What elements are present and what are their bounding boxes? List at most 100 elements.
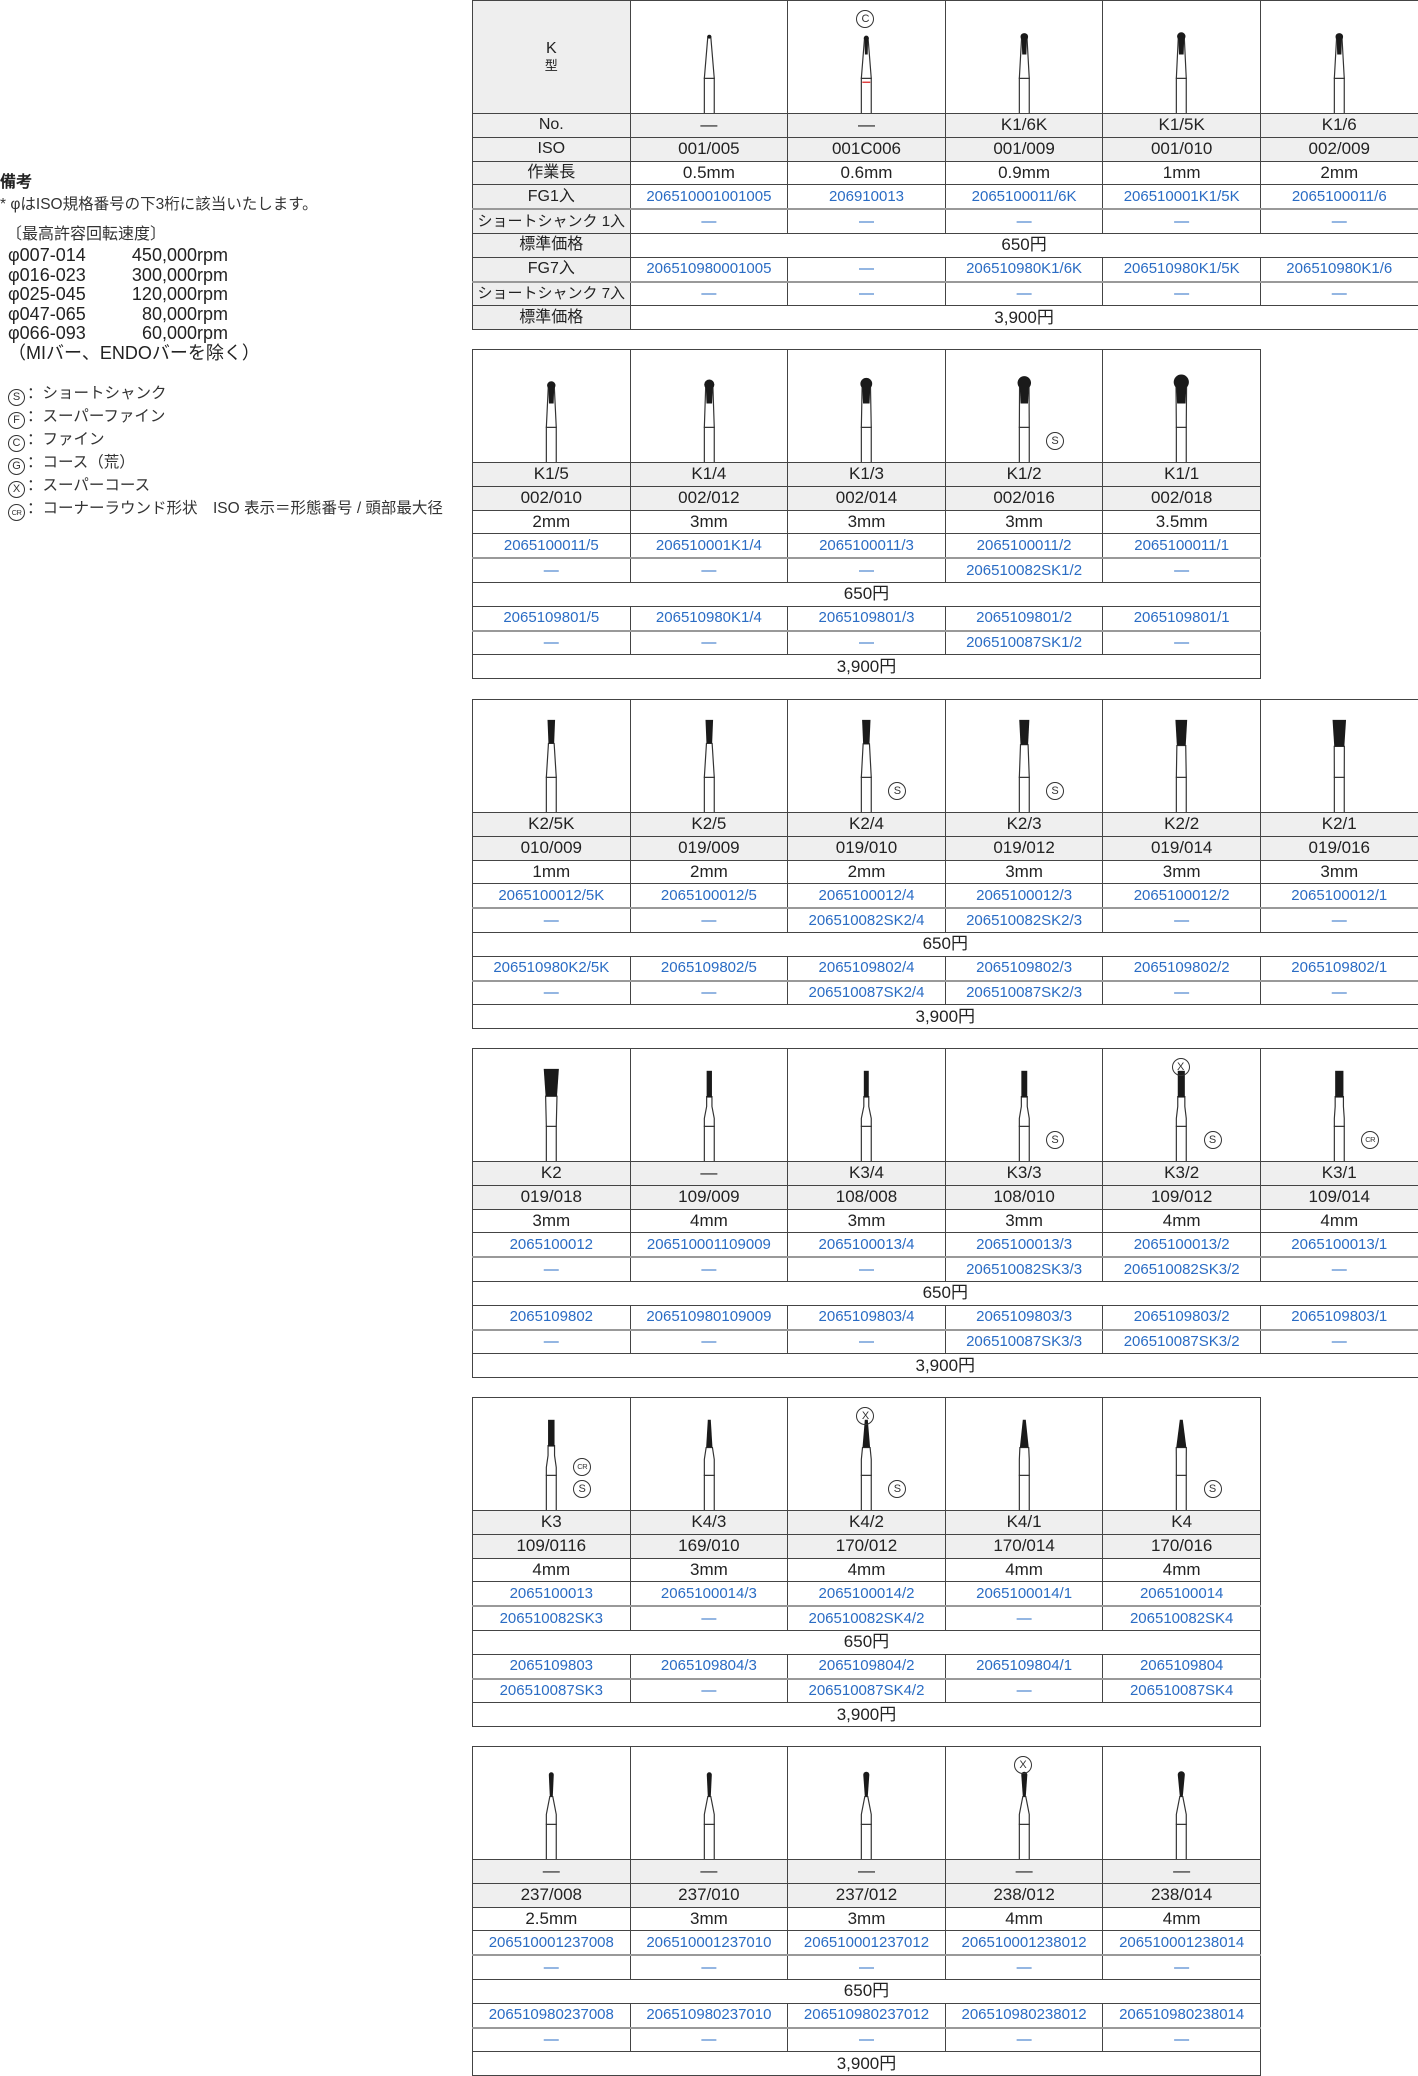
standard-price: 3,900円 <box>473 1005 1418 1029</box>
mark-s-icon: S <box>888 782 906 800</box>
top-marks: X <box>1014 1750 1034 1774</box>
cell-no: K3/3 <box>945 1162 1103 1186</box>
cell-iso: 019/018 <box>473 1185 631 1209</box>
bur-image-cell <box>630 350 788 463</box>
legend-item: X：スーパーコース <box>8 475 465 498</box>
mark-g-icon: G <box>8 458 25 475</box>
bur-illustration <box>473 1747 630 1859</box>
side-marks: S <box>888 782 908 800</box>
cell-no: K2/5K <box>473 813 631 837</box>
bur-shank <box>1334 78 1344 113</box>
cell-no: K3/2 <box>1103 1162 1261 1186</box>
cell-short7: 206510087SK4/2 <box>788 1679 946 1703</box>
row-price1: 650円 <box>473 1281 1418 1305</box>
row-no: ————— <box>473 1860 1261 1884</box>
cell-iso: 019/016 <box>1260 836 1418 860</box>
speed-rpm: 300,000rpm <box>98 266 228 286</box>
row-label: ショートシャンク 1入 <box>473 209 631 233</box>
bur-shank <box>546 1126 556 1161</box>
bur-shank <box>862 777 872 812</box>
bur-shank <box>546 427 556 462</box>
row-price7: 3,900円 <box>473 655 1261 679</box>
mark-cr-icon: CR <box>1361 1131 1379 1149</box>
iso-note: * φはISO規格番号の下3桁に該当いたします。 <box>0 194 465 216</box>
mark-f-icon: F <box>8 412 25 429</box>
cell-fg7: 2065109802/2 <box>1103 956 1261 980</box>
cell-short1: — <box>630 1955 788 1979</box>
cell-fg1: 2065100012/5 <box>630 884 788 908</box>
cell-fg7: 2065109804 <box>1103 1654 1261 1678</box>
mark-x-icon: X <box>8 481 25 498</box>
bur-neck <box>546 743 556 777</box>
cell-no: K1/6K <box>945 114 1103 138</box>
bur-neck <box>1177 1097 1187 1127</box>
bur-illustration <box>631 1747 788 1859</box>
top-marks: X <box>856 1401 876 1425</box>
bur-illustration <box>1103 1398 1260 1510</box>
cell-fg1: 2065100014/1 <box>945 1582 1103 1606</box>
cell-no: K1/5 <box>473 463 631 487</box>
cell-no: K4/1 <box>945 1511 1103 1535</box>
cell-fg7: 2065109804/3 <box>630 1654 788 1678</box>
cell-fg1: 2065100012/2 <box>1103 884 1261 908</box>
cell-short7: 206510087SK4 <box>1103 1679 1261 1703</box>
side-marks: S <box>888 1480 908 1498</box>
cell-short1: 206510082SK3/2 <box>1103 1257 1261 1281</box>
cell-length: 3mm <box>1103 860 1261 884</box>
cell-length: 3mm <box>788 510 946 534</box>
cell-iso: 109/014 <box>1260 1185 1418 1209</box>
cell-short1: — <box>1103 558 1261 582</box>
bur-shank <box>1177 427 1187 462</box>
cell-no: K2 <box>473 1162 631 1186</box>
speed-rpm: 60,000rpm <box>98 324 228 344</box>
cell-length: 3mm <box>945 510 1103 534</box>
cell-length: 1mm <box>473 860 631 884</box>
cell-iso: 001C006 <box>788 137 946 161</box>
cell-short7: 206510087SK2/4 <box>788 981 946 1005</box>
bur-shank <box>1019 777 1029 812</box>
cell-short1: — <box>945 209 1103 233</box>
bur-image-cell <box>473 1747 631 1860</box>
bur-shank <box>704 1126 714 1161</box>
legend-text: ：ショートシャンク <box>27 385 167 402</box>
cell-iso: 109/009 <box>630 1185 788 1209</box>
cell-fg1: 206510001001005 <box>630 185 788 209</box>
bur-neck <box>704 37 714 79</box>
bur-image-row: S <box>473 350 1261 463</box>
side-marks: S <box>1046 782 1066 800</box>
cell-short7: — <box>788 2028 946 2052</box>
bur-shank <box>862 1126 872 1161</box>
bur-illustration <box>1261 700 1418 812</box>
bur-image-cell <box>1103 350 1261 463</box>
cell-fg7: 206510980K1/4 <box>630 606 788 630</box>
side-marks: S <box>1046 1131 1066 1149</box>
cell-no: K2/2 <box>1103 813 1261 837</box>
bur-neck <box>862 1448 872 1476</box>
cell-short1: — <box>473 1955 631 1979</box>
cell-length: 4mm <box>630 1209 788 1233</box>
cell-no: K1/6 <box>1260 114 1418 138</box>
cell-iso: 019/014 <box>1103 836 1261 860</box>
side-marks: CR <box>1361 1131 1381 1149</box>
row-label: No. <box>473 114 631 138</box>
cell-short7: — <box>1260 981 1418 1005</box>
bur-shank <box>704 1475 714 1510</box>
legend-text: ：コーナーラウンド形状 ISO 表示＝形態番号 / 頭部最大径 <box>27 500 443 517</box>
cell-short1: — <box>945 1606 1103 1630</box>
cell-iso: 108/008 <box>788 1185 946 1209</box>
bur-head <box>548 720 556 744</box>
mark-x-icon: X <box>856 1407 874 1425</box>
cell-iso: 170/016 <box>1103 1534 1261 1558</box>
cell-fg1: 2065100011/2 <box>945 534 1103 558</box>
